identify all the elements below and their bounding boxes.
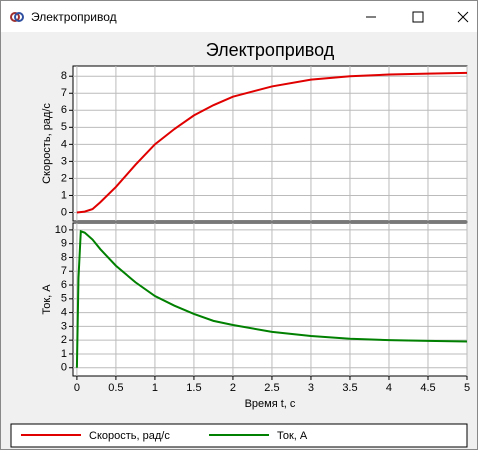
x-tick-label: 0 xyxy=(74,382,80,394)
x-tick-label: 2.5 xyxy=(264,382,279,394)
x-tick-label: 0.5 xyxy=(108,382,123,394)
y-tick-label: 2 xyxy=(61,334,67,346)
app-icon xyxy=(10,12,24,22)
x-tick-label: 1 xyxy=(152,382,158,394)
y-tick-label: 6 xyxy=(61,104,67,116)
x-tick-label: 4 xyxy=(386,382,392,394)
x-tick-label: 3.5 xyxy=(342,382,357,394)
y-tick-label: 7 xyxy=(61,87,67,99)
x-axis-label: Время t, с xyxy=(245,398,296,410)
chart-title: Электропривод xyxy=(206,40,335,60)
y-tick-label: 3 xyxy=(61,155,67,167)
x-tick-label: 5 xyxy=(464,382,470,394)
y-tick-label: 1 xyxy=(61,189,67,201)
y-axis-label: Скорость, рад/с xyxy=(41,103,53,184)
y-tick-label: 1 xyxy=(61,348,67,360)
x-tick-label: 2 xyxy=(230,382,236,394)
close-button[interactable] xyxy=(457,11,469,23)
y-tick-label: 10 xyxy=(55,224,67,236)
x-tick-label: 1.5 xyxy=(186,382,201,394)
y-tick-label: 6 xyxy=(61,279,67,291)
legend-label: Ток, А xyxy=(277,430,308,442)
window-controls xyxy=(366,11,469,23)
y-tick-label: 8 xyxy=(61,70,67,82)
y-tick-label: 0 xyxy=(61,206,67,218)
x-tick-label: 4.5 xyxy=(420,382,435,394)
title-bar: Электропривод xyxy=(1,1,477,32)
y-tick-label: 3 xyxy=(61,320,67,332)
y-tick-label: 2 xyxy=(61,172,67,184)
y-tick-label: 8 xyxy=(61,251,67,263)
plot-area xyxy=(72,222,468,377)
legend-label: Скорость, рад/с xyxy=(89,430,170,442)
maximize-button[interactable] xyxy=(412,11,424,23)
y-tick-label: 7 xyxy=(61,265,67,277)
line-series xyxy=(76,71,468,214)
y-tick-label: 9 xyxy=(61,238,67,250)
y-tick-label: 0 xyxy=(61,362,67,374)
y-axis-label: Ток, А xyxy=(41,284,53,315)
window-title: Электропривод xyxy=(31,10,117,24)
y-tick-label: 5 xyxy=(61,293,67,305)
y-tick-label: 4 xyxy=(61,307,67,319)
y-tick-label: 4 xyxy=(61,138,67,150)
line-series xyxy=(75,229,468,368)
x-tick-label: 3 xyxy=(308,382,314,394)
plot-area xyxy=(72,65,468,222)
y-tick-label: 5 xyxy=(61,121,67,133)
